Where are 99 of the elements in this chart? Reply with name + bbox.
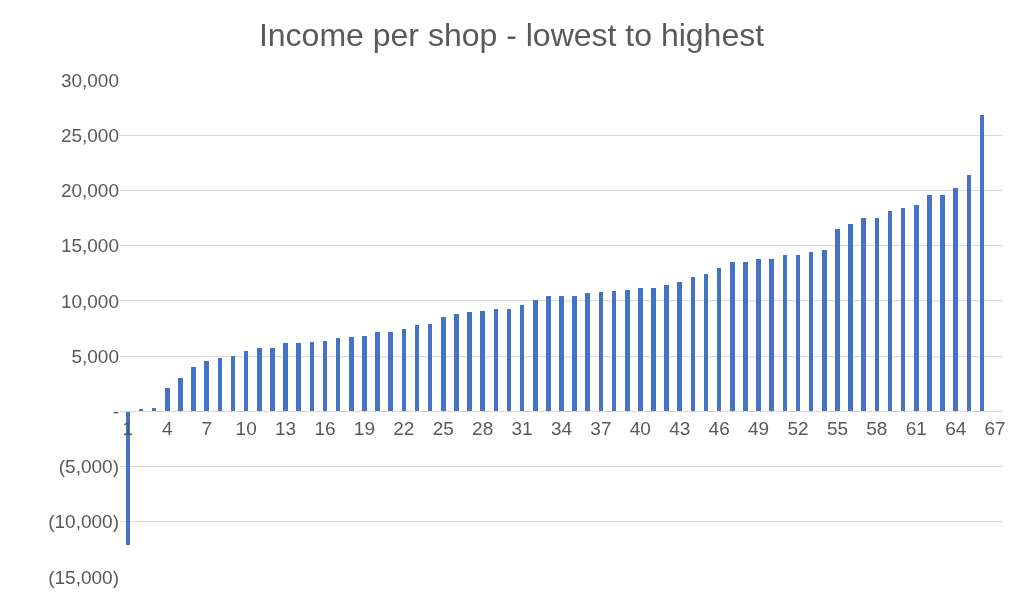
- bar: [415, 325, 419, 411]
- y-tick-label: 20,000: [60, 180, 119, 202]
- y-tick-label: 25,000: [60, 124, 119, 146]
- y-tick-label: (10,000): [48, 511, 119, 533]
- bar: [730, 262, 735, 411]
- bar: [769, 259, 774, 411]
- bar: [888, 211, 892, 411]
- bar: [638, 288, 643, 411]
- x-tick-label: 40: [629, 418, 651, 440]
- bar: [967, 175, 971, 411]
- bar: [704, 274, 708, 411]
- bar: [783, 255, 787, 411]
- bar: [310, 342, 314, 411]
- x-tick-label: 37: [590, 418, 612, 440]
- x-tick-label: 16: [314, 418, 336, 440]
- bar: [204, 361, 209, 411]
- y-tick-label: 15,000: [60, 235, 119, 257]
- bar: [953, 188, 958, 411]
- bar: [191, 367, 196, 411]
- bar: [467, 312, 472, 411]
- bar: [507, 309, 511, 411]
- bar: [388, 332, 393, 411]
- x-tick-label: 61: [905, 418, 927, 440]
- bar: [559, 296, 564, 411]
- x-tick-label: 49: [748, 418, 770, 440]
- bar: [875, 218, 879, 411]
- x-tick-label: 4: [162, 418, 174, 440]
- x-tick-label: 22: [393, 418, 415, 440]
- x-tick-label: 13: [274, 418, 297, 440]
- bar: [349, 337, 354, 411]
- bar: [270, 348, 275, 411]
- x-tick-label: 43: [669, 418, 691, 440]
- bar: [454, 314, 459, 411]
- bar: [861, 218, 866, 411]
- bar: [218, 358, 222, 411]
- x-tick-label: 10: [235, 418, 257, 440]
- y-tick-label: (15,000): [48, 566, 119, 588]
- bar: [231, 356, 235, 411]
- x-tick-label: 31: [511, 418, 533, 440]
- y-tick-label: 10,000: [60, 290, 119, 312]
- bar: [651, 288, 656, 411]
- x-tick-label: 19: [353, 418, 375, 440]
- bar: [625, 290, 630, 411]
- bar: [756, 259, 761, 411]
- x-tick-label: 7: [201, 418, 213, 440]
- bar: [546, 296, 551, 411]
- y-tick-label: 30,000: [60, 69, 119, 91]
- x-tick-label: 67: [984, 418, 1006, 440]
- bar: [402, 329, 406, 411]
- bar: [362, 336, 367, 411]
- bar: [520, 305, 524, 411]
- bar: [165, 388, 170, 411]
- bar: [677, 282, 682, 411]
- x-tick-label: 58: [866, 418, 888, 440]
- bar: [717, 268, 721, 411]
- bar: [178, 378, 183, 411]
- bar: [848, 224, 853, 411]
- bar: [257, 348, 262, 411]
- x-tick-label: 52: [787, 418, 809, 440]
- bar: [152, 408, 156, 411]
- bar: [375, 332, 380, 411]
- bar: [612, 291, 616, 411]
- bar: [494, 309, 498, 411]
- x-tick-label: 25: [432, 418, 454, 440]
- bar: [809, 252, 813, 411]
- x-tick-label: 34: [550, 418, 573, 440]
- bar: [283, 343, 288, 411]
- chart-title: Income per shop - lowest to highest: [258, 17, 765, 54]
- bar: [336, 338, 340, 411]
- bar: [822, 250, 827, 411]
- bar: [244, 351, 248, 411]
- x-tick-label: 46: [708, 418, 730, 440]
- bar: [664, 285, 669, 411]
- bar: [126, 411, 130, 545]
- bar: [743, 262, 748, 411]
- x-tick-label: 1: [122, 418, 134, 440]
- y-tick-label: 5,000: [71, 345, 119, 367]
- bar: [835, 229, 840, 411]
- bar: [901, 208, 905, 411]
- bar: [585, 293, 590, 411]
- x-tick-label: 55: [826, 418, 849, 440]
- bar: [441, 317, 446, 411]
- bar: [599, 292, 603, 411]
- x-tick-label: 64: [945, 418, 967, 440]
- bar: [572, 296, 577, 411]
- y-tick-label: (5,000): [58, 456, 119, 478]
- bar: [428, 324, 432, 411]
- y-tick-label: -: [112, 400, 119, 422]
- bar: [914, 205, 919, 411]
- bar: [927, 195, 932, 411]
- bar: [480, 311, 485, 411]
- bar: [980, 115, 984, 411]
- bar: [533, 300, 538, 411]
- bar: [296, 343, 301, 411]
- bar: [796, 255, 800, 411]
- bar: [691, 277, 695, 411]
- bar: [940, 195, 945, 411]
- x-tick-label: 28: [472, 418, 494, 440]
- bar: [323, 341, 327, 411]
